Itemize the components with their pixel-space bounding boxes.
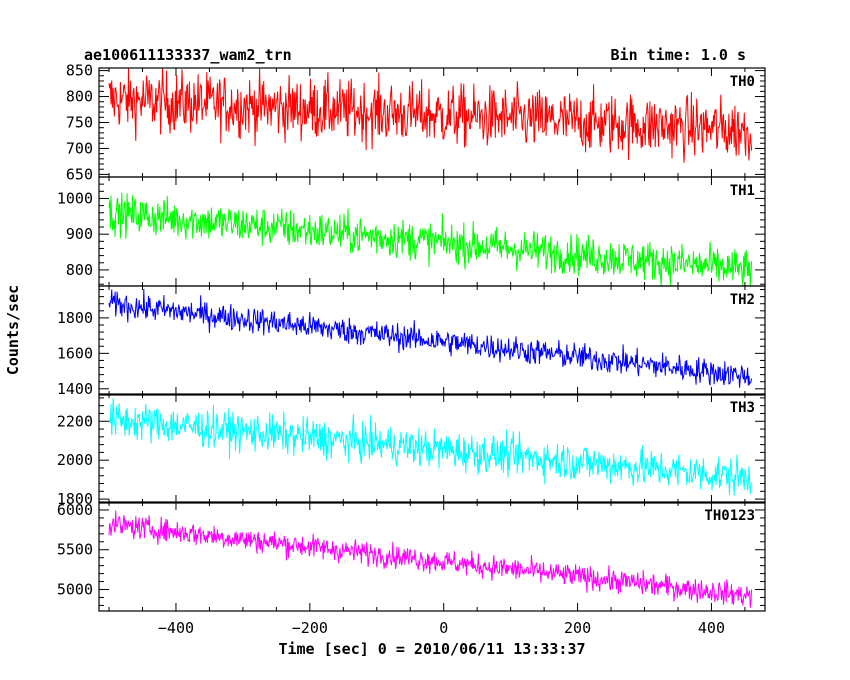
series-line-th3 (108, 398, 753, 496)
panel-th0123: 5000 5500 6000 TH0123 (57, 501, 766, 612)
y-tick-label: 2000 (57, 451, 93, 469)
y-axis-label: Counts/sec (4, 285, 22, 375)
x-tick-label: −400 (158, 619, 194, 637)
y-tick-label: 650 (66, 165, 93, 183)
x-tick-label: 200 (564, 619, 591, 637)
y-tick-label: 800 (66, 88, 93, 106)
x-tick-label: 400 (698, 619, 725, 637)
series-line-th1 (108, 192, 753, 287)
y-tick-label: 5500 (57, 541, 93, 559)
panel-th3: 1800 2000 2200 TH3 (57, 393, 766, 508)
panel-th0: 650 700 750 800 850 TH0 (66, 62, 766, 183)
panel-frame (98, 285, 766, 396)
y-tick-label: 750 (66, 114, 93, 132)
series-line-th2 (108, 288, 753, 388)
y-tick-label: 1600 (57, 344, 93, 362)
x-tick-label: −200 (292, 619, 328, 637)
x-axis-label: Time [sec] 0 = 2010/06/11 13:33:37 (278, 640, 585, 658)
y-tick-label: 900 (66, 225, 93, 243)
x-axis: −400 −200 0 200 400 (158, 619, 725, 637)
y-tick-label: 700 (66, 139, 93, 157)
panel-frame (98, 501, 766, 612)
y-tick-label: 800 (66, 261, 93, 279)
bin-time-label: Bin time: 1.0 s (611, 46, 746, 64)
panel-frame (98, 393, 766, 504)
series-label-th3: TH3 (730, 400, 755, 416)
series-line-th0 (108, 67, 753, 163)
y-tick-label: 6000 (57, 501, 93, 519)
panel-th1: 800 900 1000 TH1 (57, 176, 766, 287)
chart-title: ae100611133337_wam2_trn (84, 46, 292, 64)
y-tick-label: 1000 (57, 189, 93, 207)
series-label-th1: TH1 (730, 183, 755, 199)
y-tick-label: 850 (66, 62, 93, 80)
series-label-th2: TH2 (730, 292, 755, 308)
y-tick-label: 1400 (57, 380, 93, 398)
series-label-th0123: TH0123 (704, 508, 755, 524)
x-tick-label: 0 (439, 619, 448, 637)
y-tick-label: 2200 (57, 412, 93, 430)
series-label-th0: TH0 (730, 74, 755, 90)
y-tick-label: 5000 (57, 581, 93, 599)
panel-th2: 1400 1600 1800 TH2 (57, 285, 766, 398)
y-tick-label: 1800 (57, 309, 93, 327)
series-line-th0123 (108, 510, 753, 608)
y-tick-label: 1800 (57, 490, 93, 508)
